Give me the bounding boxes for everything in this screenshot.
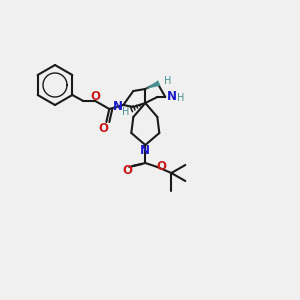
Text: O: O	[156, 160, 166, 172]
Text: N: N	[113, 100, 123, 113]
Text: O: O	[98, 122, 108, 134]
Text: N: N	[167, 91, 177, 103]
Polygon shape	[145, 80, 160, 89]
Text: N: N	[140, 145, 150, 158]
Text: H: H	[164, 76, 171, 86]
Text: O: O	[122, 164, 132, 178]
Text: O: O	[90, 91, 100, 103]
Text: H: H	[177, 93, 184, 103]
Text: H: H	[122, 107, 129, 117]
